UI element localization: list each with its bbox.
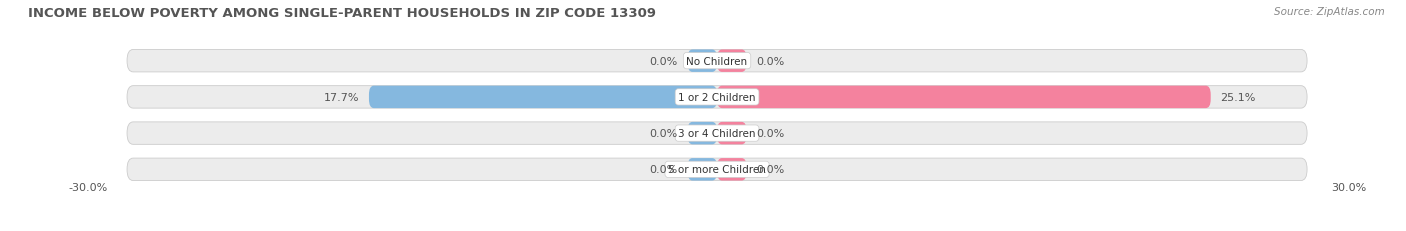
FancyBboxPatch shape — [688, 122, 717, 145]
FancyBboxPatch shape — [127, 50, 1308, 73]
FancyBboxPatch shape — [717, 86, 1211, 109]
FancyBboxPatch shape — [688, 158, 717, 181]
Text: No Children: No Children — [686, 56, 748, 66]
Text: 3 or 4 Children: 3 or 4 Children — [678, 128, 756, 139]
Text: 0.0%: 0.0% — [650, 128, 678, 139]
FancyBboxPatch shape — [368, 86, 717, 109]
FancyBboxPatch shape — [127, 122, 1308, 145]
FancyBboxPatch shape — [717, 50, 747, 73]
Text: 0.0%: 0.0% — [756, 56, 785, 66]
Text: INCOME BELOW POVERTY AMONG SINGLE-PARENT HOUSEHOLDS IN ZIP CODE 13309: INCOME BELOW POVERTY AMONG SINGLE-PARENT… — [28, 7, 657, 20]
Text: 1 or 2 Children: 1 or 2 Children — [678, 92, 756, 103]
FancyBboxPatch shape — [127, 86, 1308, 109]
Text: 25.1%: 25.1% — [1220, 92, 1256, 103]
Text: 0.0%: 0.0% — [756, 128, 785, 139]
FancyBboxPatch shape — [717, 122, 747, 145]
FancyBboxPatch shape — [688, 50, 717, 73]
Text: 0.0%: 0.0% — [650, 56, 678, 66]
Text: -30.0%: -30.0% — [67, 183, 107, 193]
Legend: Single Father, Single Mother: Single Father, Single Mother — [617, 227, 817, 231]
Text: 5 or more Children: 5 or more Children — [668, 165, 766, 175]
Text: 0.0%: 0.0% — [650, 165, 678, 175]
FancyBboxPatch shape — [717, 158, 747, 181]
FancyBboxPatch shape — [127, 158, 1308, 181]
Text: 0.0%: 0.0% — [756, 165, 785, 175]
Text: 17.7%: 17.7% — [323, 92, 359, 103]
Text: 30.0%: 30.0% — [1331, 183, 1367, 193]
Text: Source: ZipAtlas.com: Source: ZipAtlas.com — [1274, 7, 1385, 17]
